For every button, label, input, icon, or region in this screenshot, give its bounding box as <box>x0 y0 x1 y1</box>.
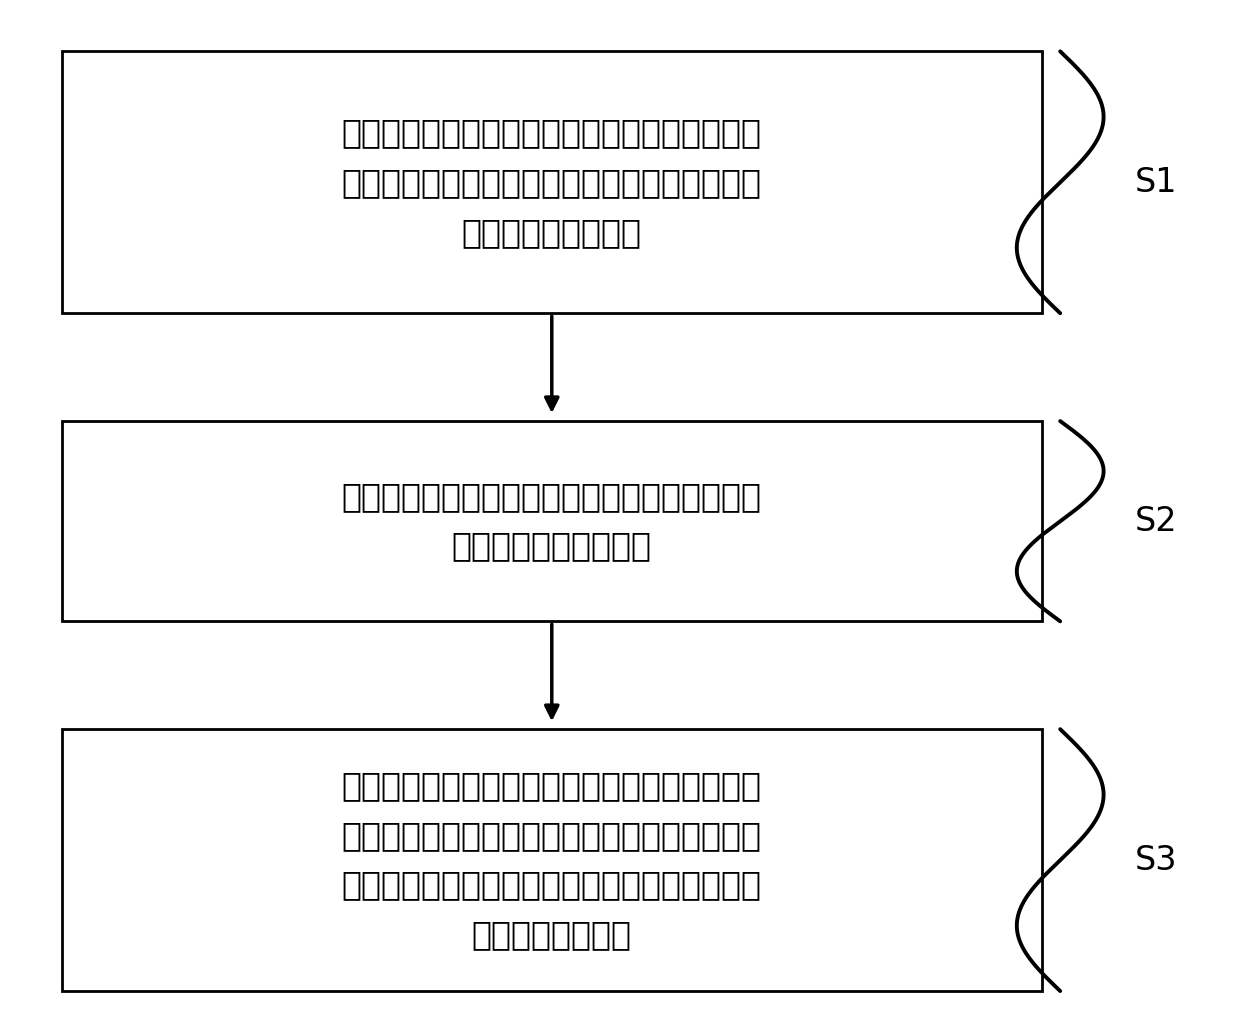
Text: S1: S1 <box>1135 165 1177 199</box>
Text: S3: S3 <box>1135 843 1177 877</box>
Text: S2: S2 <box>1135 504 1177 538</box>
Bar <box>62 421 1042 621</box>
Text: 利用短时傅里叶变换对双波段雷达系统获取的各
无人机的时域数据进行处理，获取所述各无人机
的两个波段的时频图: 利用短时傅里叶变换对双波段雷达系统获取的各 无人机的时域数据进行处理，获取所述各… <box>342 116 761 249</box>
Bar <box>62 729 1042 991</box>
Text: 对于每个无人机，将提取的该无人机的两个波段
的特征进行融合，获得对应的融合特征，将所述
各融合特征作为样本输入至支持向量机以对所述
各无人机进行分类: 对于每个无人机，将提取的该无人机的两个波段 的特征进行融合，获得对应的融合特征，… <box>342 769 761 951</box>
Bar <box>62 51 1042 313</box>
Text: 使用主成分分析算法对所述各无人机的两个波段
的时频图进行特征提取: 使用主成分分析算法对所述各无人机的两个波段 的时频图进行特征提取 <box>342 480 761 563</box>
